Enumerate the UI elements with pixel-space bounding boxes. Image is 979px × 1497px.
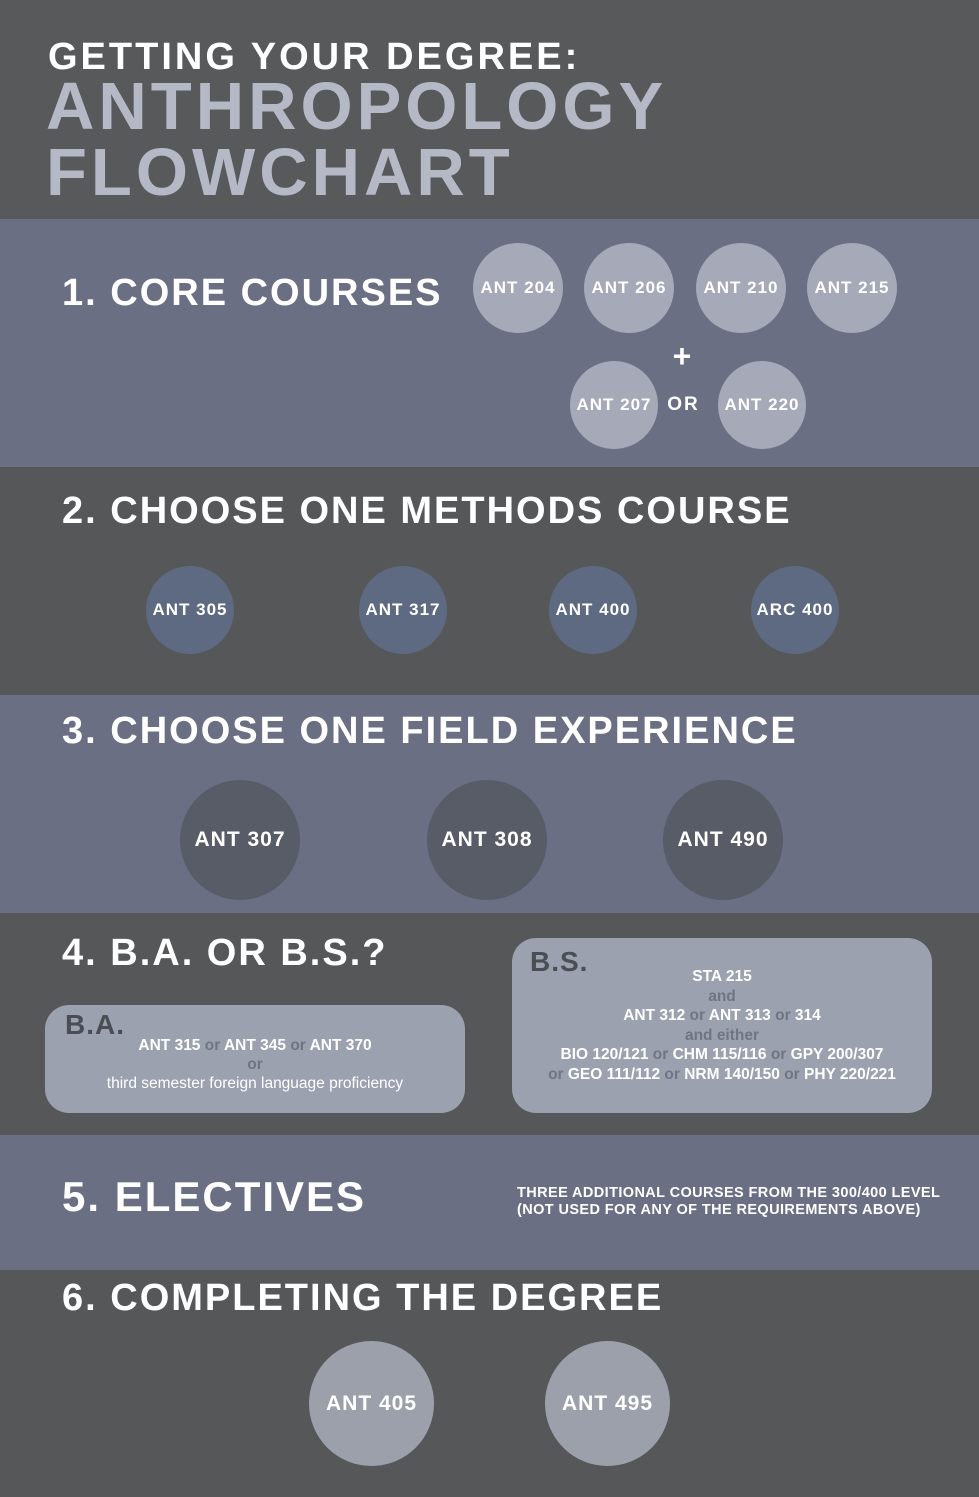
course-circle-ant-400: ANT 400 xyxy=(549,566,637,654)
bs-and-either-divider: and either xyxy=(684,1026,760,1044)
bs-or-3: or xyxy=(652,1046,669,1063)
electives-note: THREE ADDITIONAL COURSES FROM THE 300/40… xyxy=(517,1185,940,1219)
bs-course-nrm: NRM 140/150 xyxy=(684,1065,780,1083)
poster-title-line1: ANTHROPOLOGY xyxy=(46,69,668,144)
course-circle-ant-215: ANT 215 xyxy=(807,243,897,333)
ba-or-divider: or xyxy=(247,1056,263,1073)
course-circle-ant-204: ANT 204 xyxy=(473,243,563,333)
section-completing-degree: 6. COMPLETING THE DEGREE ANT 405 ANT 495 xyxy=(0,1270,979,1497)
section-field-experience: 3. CHOOSE ONE FIELD EXPERIENCE ANT 307 A… xyxy=(0,695,979,913)
bs-course-phy: PHY 220/221 xyxy=(804,1065,896,1083)
bs-and-divider: and xyxy=(708,987,736,1005)
course-circle-ant-220: ANT 220 xyxy=(718,361,806,449)
field-experience-heading: 3. CHOOSE ONE FIELD EXPERIENCE xyxy=(62,710,798,752)
bs-requirements-box: B.S. STA 215 and ANT 312 or ANT 313 or 3… xyxy=(512,938,932,1113)
bs-requirements-text: STA 215 and ANT 312 or ANT 313 or 314 an… xyxy=(512,967,932,1084)
bs-line-science-2: or GEO 111/112 or NRM 140/150 or PHY 220… xyxy=(512,1065,932,1085)
degree-choice-heading: 4. B.A. OR B.S.? xyxy=(62,932,388,974)
bs-course-chm: CHM 115/116 xyxy=(672,1046,767,1063)
section-core-courses: 1. CORE COURSES ANT 204 ANT 206 ANT 210 … xyxy=(0,219,979,467)
bs-course-ant312: ANT 312 xyxy=(623,1007,686,1024)
ba-requirements-text: ANT 315 or ANT 345 or ANT 370 or third s… xyxy=(45,1036,465,1093)
ba-or-2: or xyxy=(290,1037,306,1054)
bs-course-314: 314 xyxy=(794,1007,821,1024)
ba-line-courses: ANT 315 or ANT 345 or ANT 370 xyxy=(45,1036,465,1055)
course-circle-ant-207: ANT 207 xyxy=(570,361,658,449)
bs-label: B.S. xyxy=(530,946,589,977)
course-circle-ant-317: ANT 317 xyxy=(359,566,447,654)
section-electives: 5. ELECTIVES THREE ADDITIONAL COURSES FR… xyxy=(0,1135,979,1270)
poster-title: ANTHROPOLOGY FLOWCHART xyxy=(46,69,668,210)
bs-or-1: or xyxy=(689,1007,706,1024)
bs-course-geo: GEO 111/112 xyxy=(567,1065,661,1083)
poster-title-line2: FLOWCHART xyxy=(46,135,514,210)
bs-or-7: or xyxy=(784,1065,800,1083)
bs-line-sta: STA 215 xyxy=(692,968,752,985)
bs-or-5: or xyxy=(548,1065,564,1083)
header-kicker: GETTING YOUR DEGREE: xyxy=(48,36,581,78)
course-circle-ant-307: ANT 307 xyxy=(180,780,300,900)
course-circle-arc-400: ARC 400 xyxy=(751,566,839,654)
ba-language-option: third semester foreign language proficie… xyxy=(106,1075,404,1092)
section-methods-course: 2. CHOOSE ONE METHODS COURSE ANT 305 ANT… xyxy=(0,467,979,695)
bs-course-ant313: ANT 313 xyxy=(708,1007,771,1024)
ba-or-1: or xyxy=(204,1037,221,1054)
plus-icon: + xyxy=(672,338,692,374)
bs-course-bio: BIO 120/121 xyxy=(560,1046,649,1063)
course-circle-ant-495: ANT 495 xyxy=(545,1341,670,1466)
course-circle-ant-405: ANT 405 xyxy=(309,1341,434,1466)
completing-degree-heading: 6. COMPLETING THE DEGREE xyxy=(62,1277,664,1319)
bs-line-science-1: BIO 120/121 or CHM 115/116 or GPY 200/30… xyxy=(512,1045,932,1065)
bs-line-ant: ANT 312 or ANT 313 or 314 xyxy=(512,1006,932,1026)
course-circle-ant-305: ANT 305 xyxy=(146,566,234,654)
electives-note-line2: (NOT USED FOR ANY OF THE REQUIREMENTS AB… xyxy=(517,1202,921,1218)
electives-note-line1: THREE ADDITIONAL COURSES FROM THE 300/40… xyxy=(517,1185,941,1201)
ba-course-3: ANT 370 xyxy=(309,1037,372,1054)
course-circle-ant-210: ANT 210 xyxy=(696,243,786,333)
bs-or-6: or xyxy=(664,1065,680,1083)
ba-course-2: ANT 345 xyxy=(223,1037,287,1054)
methods-course-heading: 2. CHOOSE ONE METHODS COURSE xyxy=(62,490,792,532)
bs-course-gpy: GPY 200/307 xyxy=(790,1046,884,1063)
core-courses-heading: 1. CORE COURSES xyxy=(62,272,443,314)
ba-label: B.A. xyxy=(65,1009,125,1040)
bs-or-4: or xyxy=(770,1046,787,1063)
section-degree-choice: 4. B.A. OR B.S.? B.A. ANT 315 or ANT 345… xyxy=(0,913,979,1135)
ba-requirements-box: B.A. ANT 315 or ANT 345 or ANT 370 or th… xyxy=(45,1005,465,1113)
header: GETTING YOUR DEGREE: ANTHROPOLOGY FLOWCH… xyxy=(0,0,979,219)
electives-heading: 5. ELECTIVES xyxy=(62,1173,367,1220)
bs-or-2: or xyxy=(775,1007,791,1024)
course-circle-ant-206: ANT 206 xyxy=(584,243,674,333)
ba-course-1: ANT 315 xyxy=(138,1037,201,1054)
course-circle-ant-308: ANT 308 xyxy=(427,780,547,900)
or-connector: OR xyxy=(667,394,700,415)
course-circle-ant-490: ANT 490 xyxy=(663,780,783,900)
